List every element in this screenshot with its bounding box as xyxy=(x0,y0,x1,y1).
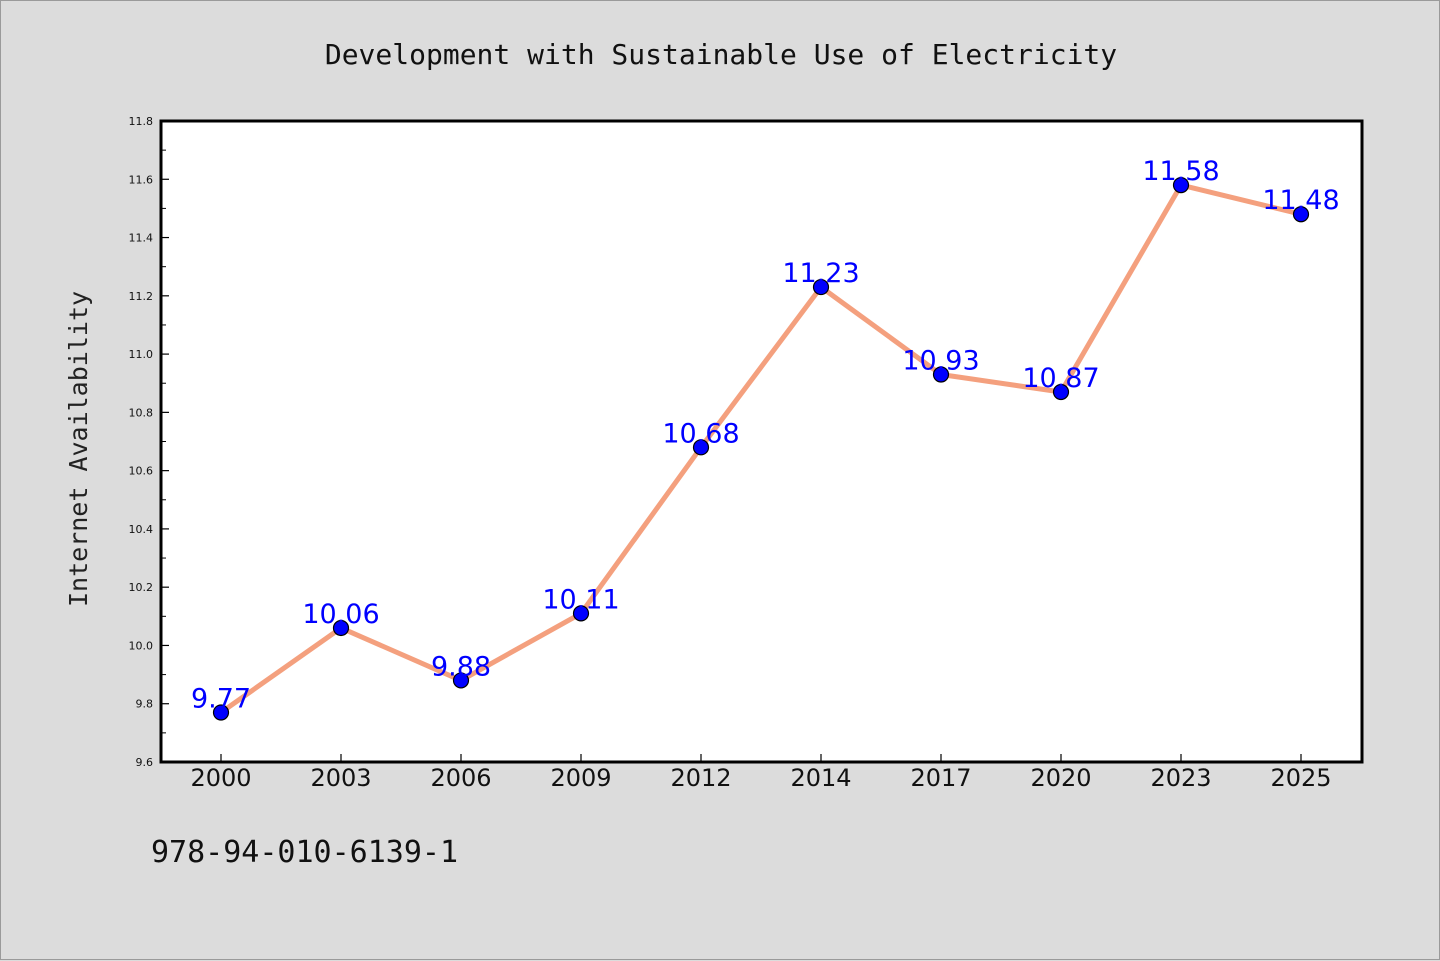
plot-area xyxy=(159,119,1364,764)
data-point xyxy=(932,366,950,383)
data-label: 11.48 xyxy=(1262,185,1339,216)
y-axis: 9.6 9.8 10.0 10.2 10.4 10.6 10.8 11.0 11.2 11.4 11… xyxy=(129,115,169,769)
x-axis: 2000 2003 2006 2009 2012 2014 2017 2020 2023 2025 xyxy=(190,754,1332,792)
y-tick-label: 11.6 xyxy=(129,173,154,186)
x-tick-label: 2014 xyxy=(790,764,851,792)
y-tick-label: 10.8 xyxy=(129,406,154,419)
data-label: 10.11 xyxy=(542,584,619,615)
data-label: 10.87 xyxy=(1022,363,1099,394)
data-label: 9.88 xyxy=(431,651,491,682)
series-line xyxy=(218,182,1304,715)
y-tick-label: 11.2 xyxy=(129,290,154,303)
chart-title: Development with Sustainable Use of Elec… xyxy=(325,38,1117,71)
x-tick-label: 2006 xyxy=(430,764,491,792)
data-point xyxy=(812,278,830,296)
data-point xyxy=(452,672,470,689)
x-tick-label: 2000 xyxy=(190,764,251,792)
isbn-text: 978-94-010-6139-1 xyxy=(151,835,459,870)
data-point xyxy=(212,704,230,721)
data-label: 11.58 xyxy=(1142,156,1219,187)
data-point xyxy=(332,619,350,637)
x-tick-label: 2009 xyxy=(550,764,611,792)
y-axis-label: Internet Availability xyxy=(64,291,93,607)
data-labels-group: 9.77 10.06 9.88 10.11 10.68 11.23 10.93 10.87 11… xyxy=(191,156,1340,714)
x-tick-label: 2003 xyxy=(310,764,371,792)
data-label: 10.93 xyxy=(902,345,979,376)
x-tick-label: 2012 xyxy=(670,764,731,792)
data-label: 10.68 xyxy=(662,418,739,449)
y-tick-label: 9.6 xyxy=(136,756,154,769)
y-tick-label: 10.4 xyxy=(129,523,154,536)
data-point xyxy=(692,439,710,456)
y-tick-label: 11.0 xyxy=(129,348,154,361)
y-tick-label: 11.4 xyxy=(129,232,154,245)
series-line-group xyxy=(218,182,1304,715)
data-label: 11.23 xyxy=(782,258,859,289)
data-label: 10.06 xyxy=(302,599,379,630)
data-point xyxy=(1052,383,1070,401)
data-point xyxy=(572,605,590,622)
y-tick-label: 9.8 xyxy=(136,698,154,711)
x-tick-label: 2025 xyxy=(1270,764,1331,792)
data-point xyxy=(1292,206,1310,223)
x-tick-label: 2017 xyxy=(910,764,971,792)
y-tick-label: 10.6 xyxy=(129,465,154,478)
y-tick-label: 10.2 xyxy=(129,581,154,594)
data-label: 9.77 xyxy=(191,683,251,714)
x-tick-label: 2023 xyxy=(1150,764,1211,792)
y-tick-label: 10.0 xyxy=(129,639,154,652)
x-tick-label: 2020 xyxy=(1030,764,1091,792)
markers-group xyxy=(212,177,1310,721)
data-point xyxy=(1172,177,1190,194)
y-tick-label: 11.8 xyxy=(129,115,154,128)
